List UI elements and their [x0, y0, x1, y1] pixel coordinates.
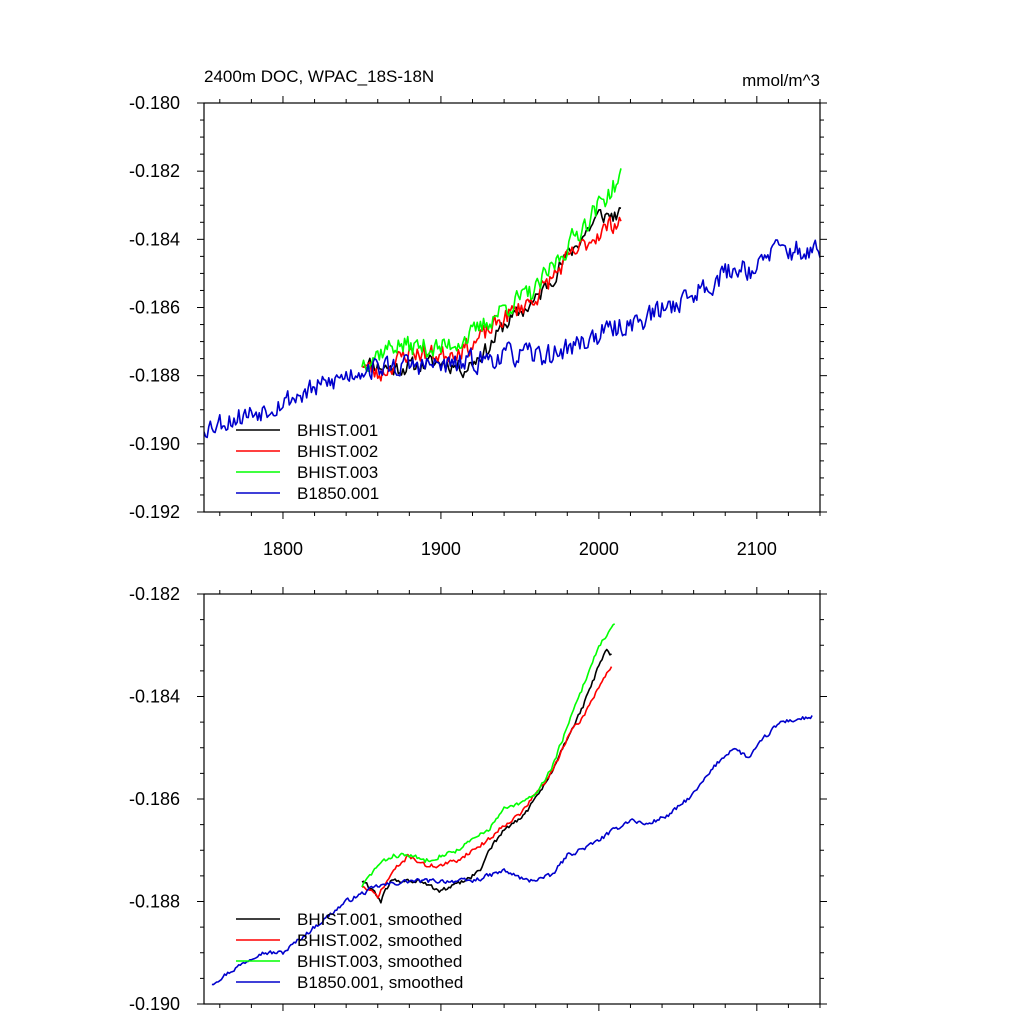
- bottom-panel-legend: BHIST.001, smoothed BHIST.002, smoothed BH…: [236, 910, 463, 992]
- series-line-4: [204, 239, 820, 439]
- y-tick-label: -0.186: [129, 298, 180, 318]
- series-line-3: [361, 168, 622, 372]
- y-tick-label: -0.182: [129, 161, 180, 181]
- y-tick-label: -0.184: [129, 687, 180, 707]
- top-panel-legend: BHIST.001 BHIST.002 BHIST.003 B1850.001: [236, 421, 379, 503]
- y-tick-label: -0.192: [129, 502, 180, 522]
- x-tick-label: 1800: [263, 539, 303, 559]
- top-panel-units: mmol/m^3: [742, 71, 820, 90]
- bottom-panel-marks: -0.190 -0.188 -0.186 -0.184 -0.182: [129, 584, 827, 1014]
- series-line-4: [211, 715, 813, 986]
- y-tick-label: -0.190: [129, 994, 180, 1014]
- x-tick-label: 1900: [421, 539, 461, 559]
- x-tick-label: 2100: [737, 539, 777, 559]
- legend-label: BHIST.003: [297, 463, 378, 482]
- legend-label: B1850.001: [297, 484, 379, 503]
- y-tick-label: -0.190: [129, 434, 180, 454]
- series-line-3: [361, 623, 616, 888]
- x-tick-label: 2000: [579, 539, 619, 559]
- series-line-1: [361, 207, 622, 379]
- top-panel-title: 2400m DOC, WPAC_18S-18N: [204, 67, 434, 86]
- top-panel: 2400m DOC, WPAC_18S-18N mmol/m^3 1800 190…: [129, 67, 827, 559]
- series-line-2: [361, 666, 613, 899]
- legend-label: BHIST.001, smoothed: [297, 910, 462, 929]
- bottom-panel: -0.190 -0.188 -0.186 -0.184 -0.182 BHIST.001…: [129, 584, 827, 1014]
- y-tick-label: -0.188: [129, 366, 180, 386]
- top-panel-marks: 1800 1900 2000 2100 -0.192 -0.190 -0.188 -0.186…: [129, 93, 827, 559]
- legend-label: B1850.001, smoothed: [297, 973, 463, 992]
- y-tick-label: -0.188: [129, 892, 180, 912]
- legend-label: BHIST.002: [297, 442, 378, 461]
- legend-label: BHIST.003, smoothed: [297, 952, 462, 971]
- y-tick-label: -0.184: [129, 229, 180, 249]
- y-tick-label: -0.180: [129, 93, 180, 113]
- legend-label: BHIST.002, smoothed: [297, 931, 462, 950]
- legend-label: BHIST.001: [297, 421, 378, 440]
- y-tick-label: -0.182: [129, 584, 180, 604]
- series-line-2: [361, 216, 622, 382]
- y-tick-label: -0.186: [129, 789, 180, 809]
